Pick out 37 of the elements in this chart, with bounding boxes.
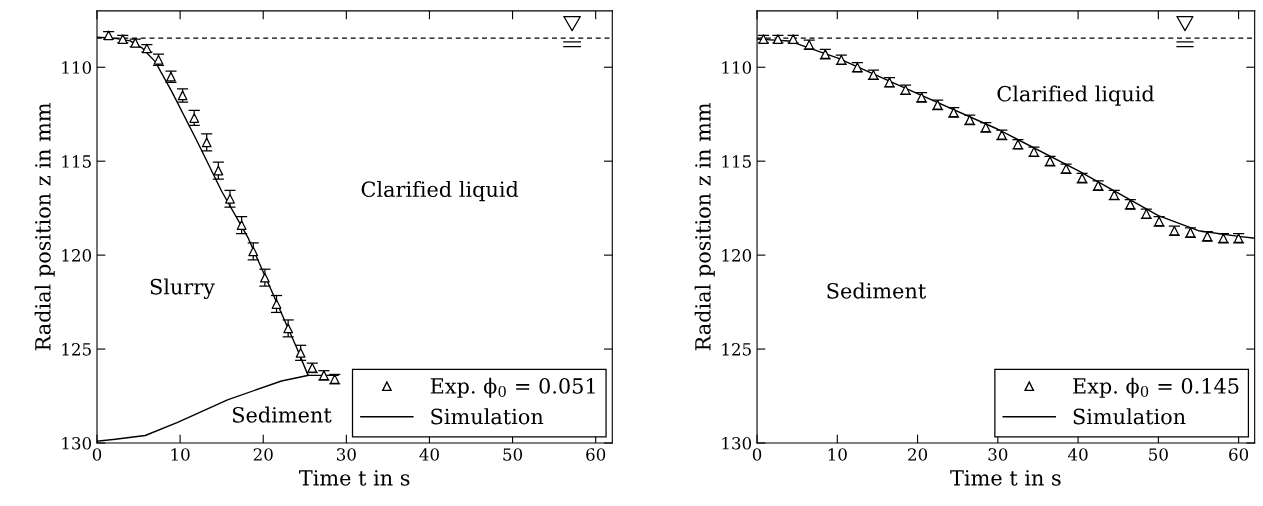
annotation: Sediment (232, 406, 332, 423)
y-tick-label: 115 (722, 155, 751, 168)
y-tick-label: 125 (62, 343, 91, 356)
y-axis-title: Radial position z in mm (34, 103, 55, 351)
legend-label: Exp. ϕ$_{0}$ = 0.145 (1073, 377, 1239, 398)
x-tick-label: 40 (1068, 448, 1088, 461)
x-tick-label: 50 (503, 448, 523, 461)
x-tick-label: 0 (92, 448, 102, 461)
x-tick-label: 30 (337, 448, 356, 461)
x-tick-label: 60 (1229, 448, 1249, 461)
x-tick-label: 10 (171, 448, 190, 461)
y-tick-label: 125 (722, 343, 751, 356)
annotation: Sediment (827, 282, 927, 299)
y-tick-label: 110 (722, 61, 752, 74)
annotation: Slurry (150, 278, 215, 299)
y-axis-title: Radial position z in mm (694, 103, 715, 351)
y-tick-label: 120 (722, 249, 752, 262)
legend-label: Simulation (1073, 408, 1186, 425)
x-tick-label: 60 (586, 448, 606, 461)
x-tick-label: 50 (1149, 448, 1168, 461)
y-tick-label: 120 (62, 249, 92, 262)
x-axis-title: Time t in s (299, 470, 410, 486)
x-tick-label: 30 (988, 448, 1008, 461)
x-tick-label: 40 (419, 448, 439, 461)
x-tick-label: 20 (908, 448, 928, 461)
y-tick-label: 115 (62, 155, 91, 168)
y-tick-label: 130 (62, 436, 92, 450)
y-tick-label: 130 (722, 436, 752, 450)
legend-label: Exp. ϕ$_{0}$ = 0.051 (430, 377, 595, 398)
x-tick-label: 20 (253, 448, 273, 461)
annotation: Clarified liquid (997, 85, 1155, 106)
x-tick-label: 10 (828, 448, 847, 461)
x-tick-label: 0 (752, 448, 762, 461)
legend-label: Simulation (431, 408, 544, 425)
annotation: Clarified liquid (361, 180, 519, 202)
y-tick-label: 110 (62, 61, 92, 74)
x-axis-title: Time t in s (950, 470, 1061, 486)
